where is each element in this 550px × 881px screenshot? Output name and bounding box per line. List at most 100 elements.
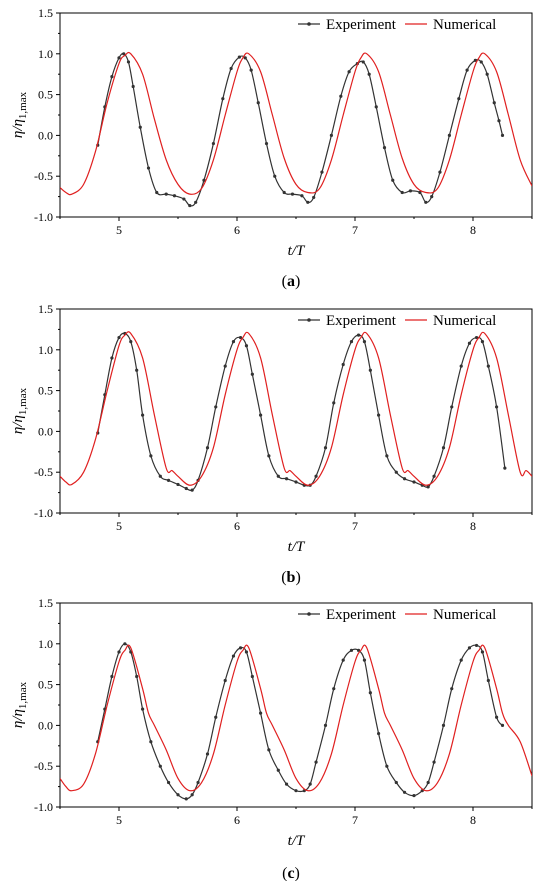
data-point-experiment [110,75,114,79]
data-point-experiment [426,780,430,785]
x-tick-label: 8 [470,223,476,237]
data-point-experiment [474,335,479,340]
data-point-experiment [300,194,304,198]
data-point-experiment [314,760,318,764]
y-tick-label: 1.5 [38,302,53,316]
data-point-experiment [259,711,263,715]
data-point-experiment [356,333,361,337]
data-point-experiment [141,707,145,711]
x-axis-label: t/T [288,539,306,555]
data-point-experiment [412,793,416,798]
data-point-experiment [430,195,434,199]
data-point-experiment [368,691,372,695]
data-point-experiment [205,446,210,450]
data-point-experiment [447,133,451,137]
data-point-experiment [480,340,485,344]
data-point-experiment [238,646,243,650]
data-point-experiment [500,133,505,137]
x-tick-label: 5 [116,223,122,237]
data-point-experiment [474,643,479,648]
data-point-experiment [290,192,295,196]
data-point-experiment [211,141,215,146]
data-point-experiment [495,405,499,409]
data-point-experiment [158,764,162,768]
data-point-experiment [126,60,131,64]
data-point-experiment [394,780,398,785]
x-tick-label: 6 [234,813,240,827]
data-point-experiment [349,340,354,344]
data-point-experiment [184,797,188,801]
data-point-experiment [149,454,153,458]
data-point-experiment [138,125,142,129]
legend-label-experiment: Experiment [326,17,397,33]
data-point-experiment [450,405,454,409]
data-point-experiment [214,405,218,409]
data-point-experiment [341,362,345,367]
x-tick-label: 8 [470,519,476,533]
x-tick-label: 5 [116,813,122,827]
data-point-experiment [190,488,194,492]
data-point-experiment [400,190,404,195]
data-point-experiment [188,203,192,208]
y-axis-label: η/η1,max [10,387,29,434]
data-point-experiment [495,715,499,719]
y-tick-label: -1.0 [34,210,53,224]
data-point-experiment [500,723,505,728]
data-point-experiment [385,454,389,458]
data-point-experiment [368,368,372,372]
y-tick-label: 1.0 [38,637,53,651]
data-point-experiment [250,372,254,376]
data-point-experiment [221,97,225,101]
data-point-experiment [184,486,188,491]
data-point-experiment [391,178,395,182]
data-point-experiment [323,723,328,728]
data-point-experiment [123,642,127,646]
data-point-experiment [465,68,469,72]
data-point-experiment [276,768,280,772]
legend-marker [307,612,311,616]
y-tick-label: -0.5 [34,169,53,183]
data-point-experiment [294,480,298,484]
data-point-experiment [267,748,271,752]
x-tick-label: 8 [470,813,476,827]
y-tick-label: -1.0 [34,506,53,520]
data-point-experiment [117,335,121,340]
data-point-experiment [135,368,139,372]
legend-label-experiment: Experiment [326,313,397,329]
legend: Experiment Numerical [298,17,496,33]
data-point-experiment [238,335,243,340]
data-point-experiment [485,72,489,76]
data-point-experiment [432,474,436,478]
data-point-experiment [418,190,422,195]
series-group [60,331,532,492]
x-tick-label: 7 [352,519,358,533]
data-point-experiment [367,72,371,76]
legend-marker [307,318,311,322]
data-point-experiment [347,70,351,74]
data-point-experiment [339,94,343,98]
data-point-experiment [223,364,227,368]
data-point-experiment [382,146,387,150]
data-point-experiment [306,200,310,204]
data-point-experiment [377,731,381,736]
data-point-experiment [176,793,180,797]
data-point-experiment [341,658,345,662]
series-group [60,642,532,801]
data-point-experiment [131,84,135,89]
panel-label: (b) [281,569,301,586]
data-point-experiment [362,658,367,662]
series-line-experiment [97,332,506,492]
data-point-experiment [166,780,171,785]
data-point-experiment [110,356,114,360]
x-axis-label: t/T [288,833,306,849]
x-tick-label: 6 [234,519,240,533]
data-point-experiment [294,789,298,793]
y-tick-label: 0.5 [38,678,53,692]
data-point-experiment [284,782,289,786]
y-tick-label: 0.0 [38,128,53,142]
data-point-experiment [129,340,133,344]
data-point-experiment [122,52,126,56]
data-point-experiment [497,119,501,123]
legend: Experiment Numerical [298,607,496,623]
